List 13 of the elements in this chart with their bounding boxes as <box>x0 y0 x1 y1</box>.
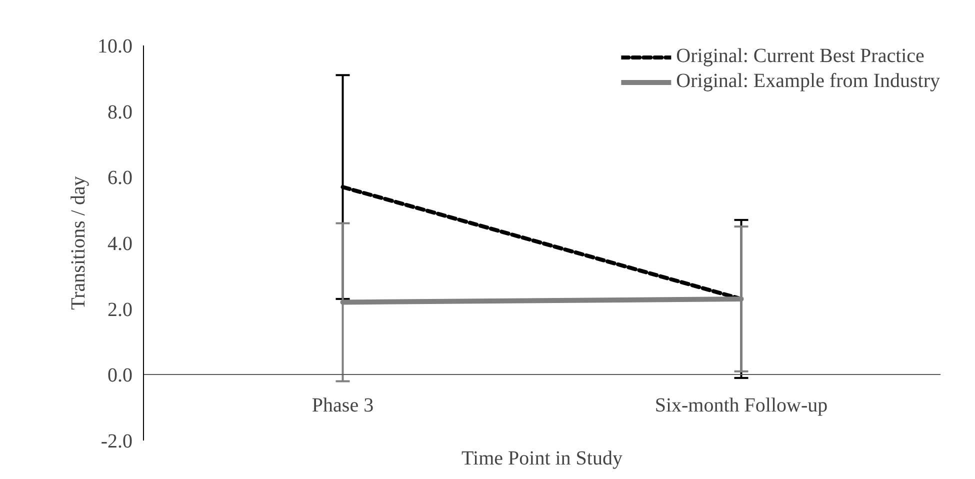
x-tick-label: Six-month Follow-up <box>654 394 828 417</box>
y-tick-label: 2.0 <box>108 298 132 321</box>
legend-label: Original: Current Best Practice <box>676 45 924 68</box>
y-tick-label: -2.0 <box>100 430 133 452</box>
x-axis-title: Time Point in Study <box>462 448 622 470</box>
legend-label: Original: Example from Industry <box>676 70 940 93</box>
y-axis-title: Transitions / day <box>68 176 90 310</box>
y-tick-label: 4.0 <box>108 233 132 255</box>
y-tick-label: 6.0 <box>108 167 132 190</box>
y-tick-label: 10.0 <box>98 36 132 58</box>
x-tick-label: Phase 3 <box>312 394 374 417</box>
y-tick-label: 8.0 <box>108 101 132 124</box>
y-tick-label: 0.0 <box>108 364 132 387</box>
